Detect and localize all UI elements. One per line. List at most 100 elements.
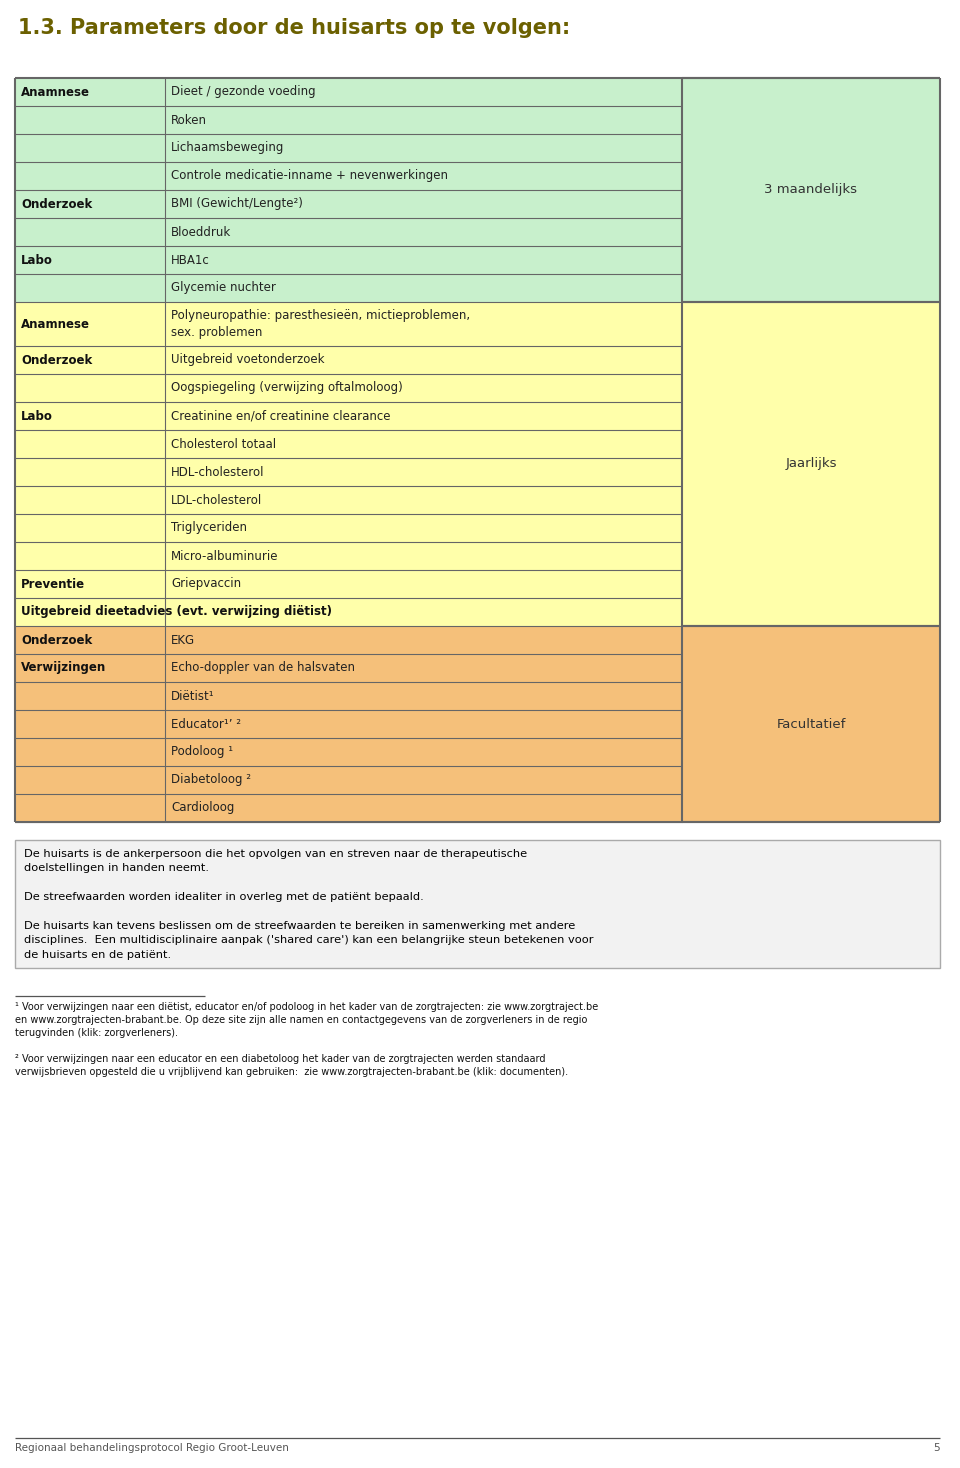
Bar [682,486,940,514]
Text: Uitgebreid dieetadvies (evt. verwijzing diëtist): Uitgebreid dieetadvies (evt. verwijzing … [21,605,332,618]
Bar [15,711,165,738]
Bar [165,161,682,189]
Text: Onderzoek: Onderzoek [21,354,92,367]
Text: Cholesterol totaal: Cholesterol totaal [171,437,276,451]
Bar [15,374,165,402]
Text: Verwijzingen: Verwijzingen [21,662,107,674]
Text: Diëtist¹: Diëtist¹ [171,690,215,703]
Bar [165,302,682,346]
Text: Educator¹’ ²: Educator¹’ ² [171,718,241,731]
Bar [165,78,682,106]
Text: LDL-cholesterol: LDL-cholesterol [171,493,262,506]
Bar [165,458,682,486]
Bar [165,683,682,711]
Bar [15,275,165,302]
Text: Griepvaccin: Griepvaccin [171,577,241,590]
Text: Triglyceriden: Triglyceriden [171,521,247,534]
Bar [15,625,165,655]
Text: 1.3. Parameters door de huisarts op te volgen:: 1.3. Parameters door de huisarts op te v… [18,18,570,38]
Bar [682,78,940,106]
Bar [682,275,940,302]
Bar [165,219,682,247]
Bar [165,794,682,822]
Bar [15,106,165,134]
Text: Diabetoloog ²: Diabetoloog ² [171,774,251,787]
Bar [165,711,682,738]
Text: Anamnese: Anamnese [21,85,90,98]
Bar [165,430,682,458]
Bar [15,683,165,711]
Bar [165,275,682,302]
Text: Onderzoek: Onderzoek [21,198,92,210]
Text: Jaarlijks: Jaarlijks [785,458,837,471]
Text: Preventie: Preventie [21,577,85,590]
Bar [165,625,682,655]
Bar [682,134,940,161]
Bar [682,106,940,134]
Bar [15,219,165,247]
Text: ² Voor verwijzingen naar een educator en een diabetoloog het kader van de zorgtr: ² Voor verwijzingen naar een educator en… [15,1054,568,1078]
Bar [15,794,165,822]
Text: HDL-cholesterol: HDL-cholesterol [171,465,265,479]
Bar [165,402,682,430]
Text: sex. problemen: sex. problemen [171,326,262,339]
Bar [15,430,165,458]
Bar [15,302,165,346]
Bar [682,794,940,822]
Bar [165,189,682,219]
Bar [15,655,165,683]
Bar [15,514,165,542]
Bar [15,346,165,374]
Text: 3 maandelijks: 3 maandelijks [764,184,857,197]
Text: Echo-doppler van de halsvaten: Echo-doppler van de halsvaten [171,662,355,674]
Bar [15,161,165,189]
Text: EKG: EKG [171,634,195,646]
Bar [682,711,940,738]
Bar [682,514,940,542]
Bar [682,302,940,346]
Bar [165,514,682,542]
Text: Micro-albuminurie: Micro-albuminurie [171,549,278,562]
Text: Creatinine en/of creatinine clearance: Creatinine en/of creatinine clearance [171,410,391,423]
Bar [682,430,940,458]
Bar [15,458,165,486]
Bar [165,374,682,402]
Text: Controle medicatie-inname + nevenwerkingen: Controle medicatie-inname + nevenwerking… [171,169,448,182]
Bar [682,766,940,794]
Text: ¹ Voor verwijzingen naar een diëtist, educator en/of podoloog in het kader van d: ¹ Voor verwijzingen naar een diëtist, ed… [15,1003,598,1038]
Bar [682,247,940,275]
Bar [165,570,682,597]
Bar [682,402,940,430]
Text: Podoloog ¹: Podoloog ¹ [171,746,233,759]
Text: Polyneuropathie: paresthesieën, mictieproblemen,: Polyneuropathie: paresthesieën, mictiepr… [171,310,470,321]
Text: HBA1c: HBA1c [171,254,209,267]
Text: Anamnese: Anamnese [21,317,90,330]
Bar [15,189,165,219]
Bar [682,374,940,402]
Bar [682,346,940,374]
Text: Glycemie nuchter: Glycemie nuchter [171,282,276,295]
Text: Labo: Labo [21,410,53,423]
Text: De huisarts is de ankerpersoon die het opvolgen van en streven naar de therapeut: De huisarts is de ankerpersoon die het o… [24,849,593,960]
Bar [15,766,165,794]
Text: Bloeddruk: Bloeddruk [171,226,231,238]
Bar [682,738,940,766]
Text: Dieet / gezonde voeding: Dieet / gezonde voeding [171,85,316,98]
Bar [165,247,682,275]
Text: Oogspiegeling (verwijzing oftalmoloog): Oogspiegeling (verwijzing oftalmoloog) [171,382,403,395]
Bar [165,542,682,570]
Bar [682,458,940,486]
Bar [165,134,682,161]
Bar [682,655,940,683]
Bar [682,189,940,219]
Bar [682,597,940,625]
Bar [165,655,682,683]
Bar [165,766,682,794]
Bar [15,78,165,106]
Bar [15,738,165,766]
Bar [15,402,165,430]
Bar [15,570,165,597]
Text: Uitgebreid voetonderzoek: Uitgebreid voetonderzoek [171,354,324,367]
Bar [165,346,682,374]
Text: BMI (Gewicht/Lengte²): BMI (Gewicht/Lengte²) [171,198,302,210]
